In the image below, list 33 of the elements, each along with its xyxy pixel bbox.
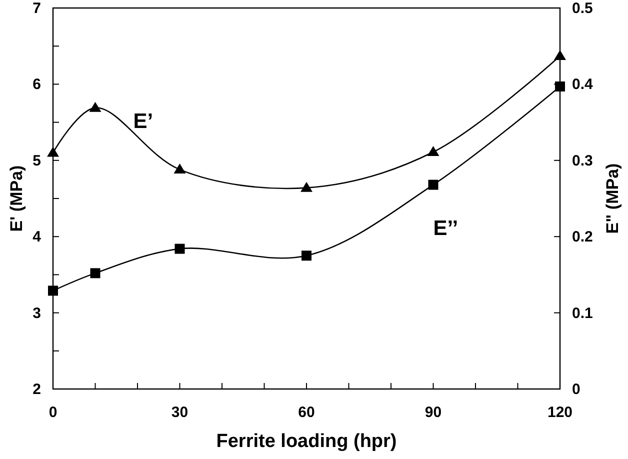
x-tick-label: 0	[48, 404, 58, 421]
y-tick-label: 6	[32, 76, 41, 94]
y-tick-label: 4	[32, 228, 42, 246]
x-tick-label: 90	[424, 404, 442, 421]
y2-tick-label: 0	[572, 381, 580, 398]
point	[427, 146, 440, 156]
point	[428, 180, 438, 190]
series-label: E’	[133, 110, 154, 133]
series-label: E’’	[433, 216, 458, 240]
y2-tick-label: 0.3	[572, 152, 593, 170]
point	[174, 164, 186, 174]
point	[174, 244, 185, 254]
x-tick-label: 30	[171, 404, 188, 421]
point	[90, 268, 100, 278]
point	[48, 286, 58, 296]
y-tick-label: 3	[32, 304, 41, 322]
y2-tick-label: 0.2	[572, 228, 593, 246]
y2-tick-label: 0.4	[572, 76, 594, 94]
y-tick-label: 2	[32, 381, 41, 398]
point	[47, 146, 59, 157]
point	[554, 50, 566, 60]
x-tick-label: 60	[298, 404, 315, 421]
point	[300, 182, 312, 192]
point	[89, 102, 102, 112]
y2-axis-title: E" (MPa)	[603, 163, 622, 234]
y-axis-title: E' (MPa)	[7, 165, 26, 232]
y-tick-label: 7	[32, 0, 41, 17]
y2-tick-label: 0.5	[572, 0, 593, 17]
point	[302, 250, 312, 261]
y2-tick-label: 0.1	[572, 304, 593, 322]
x-tick-label: 120	[547, 404, 573, 421]
y-tick-label: 5	[32, 152, 41, 170]
x-axis-title: Ferrite loading (hpr)	[216, 431, 397, 452]
